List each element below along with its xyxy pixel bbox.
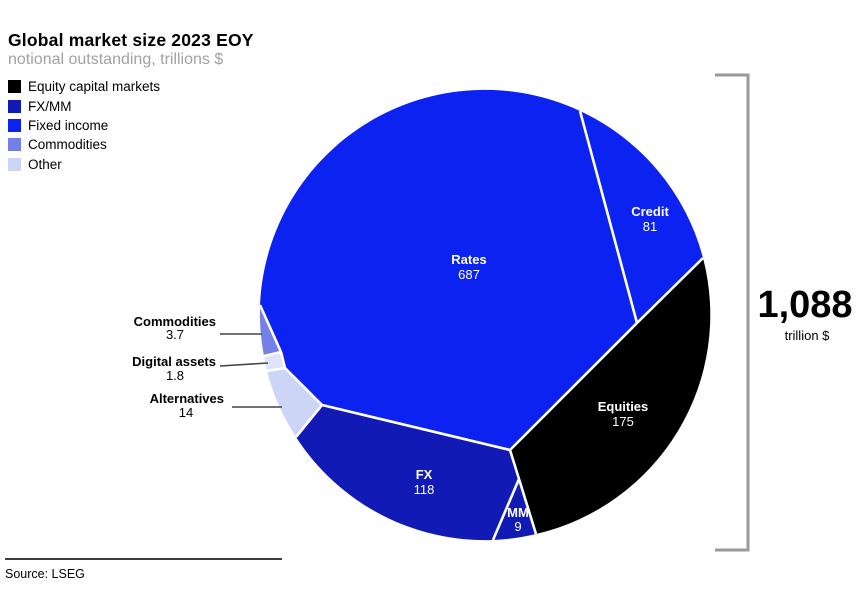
- slice-label-rates: Rates: [451, 252, 486, 267]
- slice-value-equities: 175: [612, 414, 634, 429]
- callout-label-commodities: Commodities: [134, 314, 216, 329]
- slice-value-fx: 118: [414, 482, 435, 497]
- source-note: Source: LSEG: [5, 567, 85, 581]
- total-value: 1,088: [757, 284, 852, 326]
- slice-equities: [510, 258, 711, 534]
- legend-item-fx-mm: FX/MM: [8, 96, 160, 115]
- legend-label: Fixed income: [28, 117, 109, 133]
- slice-alternatives: [267, 368, 322, 437]
- slice-credit: [580, 111, 703, 323]
- callout-label-digital-assets: Digital assets: [132, 354, 216, 369]
- legend-label: Equity capital markets: [28, 79, 161, 95]
- slice-label-fx: FX: [416, 467, 433, 482]
- legend-item-commodities: Commodities: [8, 135, 160, 154]
- legend-swatch-fx-mm: [8, 99, 21, 113]
- total-unit: trillion $: [785, 328, 831, 343]
- slice-value-rates: 687: [458, 267, 480, 282]
- source-divider: [5, 558, 282, 560]
- legend-item-equity-capital-markets: Equity capital markets: [8, 77, 160, 96]
- legend-swatch-other: [8, 157, 21, 171]
- total-bracket: [715, 73, 750, 552]
- legend-label: Commodities: [28, 137, 107, 153]
- slice-borders: [258, 110, 704, 541]
- slice-fx: [296, 405, 519, 541]
- slice-mm: [493, 479, 536, 540]
- slice-label-credit: Credit: [631, 204, 669, 219]
- legend-swatch-fixed-income: [8, 118, 21, 132]
- slice-value-credit: 81: [643, 219, 657, 234]
- leader-line-digital-assets: [219, 362, 269, 367]
- legend-label: Other: [28, 156, 62, 172]
- legend-swatch-commodities: [8, 138, 21, 152]
- callout-value-alternatives: 14: [179, 405, 193, 420]
- legend-item-fixed-income: Fixed income: [8, 116, 160, 135]
- slice-label-mm: MM: [507, 505, 529, 520]
- callout-value-commodities: 3.7: [166, 327, 184, 342]
- page-title: Global market size 2023 EOY: [8, 30, 254, 50]
- legend-item-other: Other: [8, 155, 160, 174]
- callout-labels: Commodities 3.7 Digital assets 1.8 Alter…: [132, 314, 282, 420]
- legend: Equity capital markets FX/MM Fixed incom…: [8, 77, 160, 174]
- pie-slices: [259, 89, 711, 541]
- slice-label-equities: Equities: [598, 399, 649, 414]
- legend-swatch-equity: [8, 80, 21, 94]
- slice-value-mm: 9: [514, 519, 521, 534]
- legend-label: FX/MM: [28, 98, 72, 114]
- slice-rates: [260, 89, 637, 450]
- callout-label-alternatives: Alternatives: [150, 391, 224, 406]
- slice-digital-assets: [264, 352, 285, 371]
- chart-subtitle: notional outstanding, trillions $: [8, 51, 224, 68]
- slice-labels: Rates 687 Credit 81 Equities 175 MM 9 FX…: [414, 204, 670, 534]
- callout-value-digital-assets: 1.8: [166, 368, 184, 383]
